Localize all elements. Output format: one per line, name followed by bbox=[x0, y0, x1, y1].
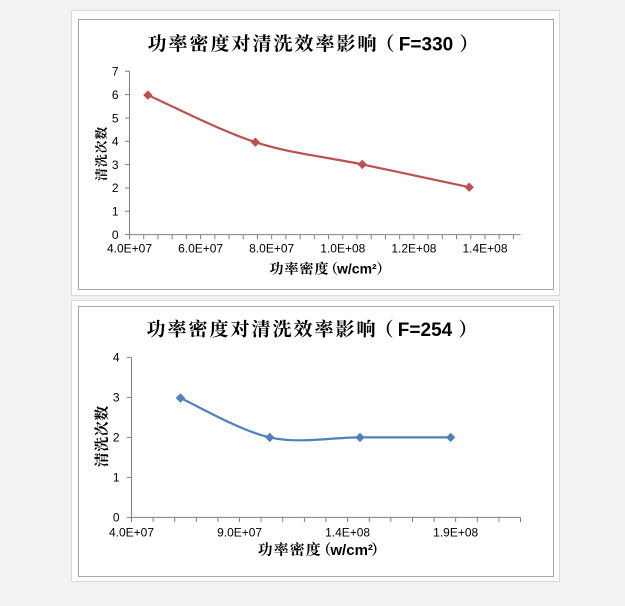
svg-text:1.0E+08: 1.0E+08 bbox=[320, 241, 365, 255]
svg-text:w/cm²: w/cm² bbox=[329, 542, 373, 559]
svg-text:3: 3 bbox=[112, 158, 119, 172]
svg-text:4: 4 bbox=[112, 135, 119, 149]
svg-text:1.4E+08: 1.4E+08 bbox=[462, 241, 507, 255]
svg-text:F=254: F=254 bbox=[398, 320, 453, 341]
svg-text:8.0E+07: 8.0E+07 bbox=[249, 241, 294, 255]
svg-text:4.0E+07: 4.0E+07 bbox=[107, 241, 152, 255]
svg-text:5: 5 bbox=[112, 111, 119, 125]
svg-text:0: 0 bbox=[112, 228, 119, 242]
svg-text:6.0E+07: 6.0E+07 bbox=[178, 241, 223, 255]
svg-text:1.4E+08: 1.4E+08 bbox=[325, 525, 370, 539]
svg-text:1: 1 bbox=[112, 205, 119, 219]
svg-text:2: 2 bbox=[113, 431, 120, 445]
svg-text:F=330: F=330 bbox=[399, 34, 453, 55]
svg-text:4.0E+07: 4.0E+07 bbox=[109, 525, 154, 539]
svg-text:1.9E+08: 1.9E+08 bbox=[433, 525, 478, 539]
svg-text:3: 3 bbox=[113, 391, 120, 405]
svg-text:4: 4 bbox=[113, 351, 120, 365]
svg-text:w/cm²: w/cm² bbox=[336, 261, 377, 277]
svg-text:1: 1 bbox=[113, 471, 120, 485]
svg-text:1.2E+08: 1.2E+08 bbox=[391, 241, 436, 255]
svg-text:7: 7 bbox=[112, 65, 119, 79]
svg-text:9.0E+07: 9.0E+07 bbox=[217, 525, 262, 539]
svg-text:6: 6 bbox=[112, 88, 119, 102]
svg-text:2: 2 bbox=[112, 181, 119, 195]
svg-text:0: 0 bbox=[113, 511, 120, 525]
